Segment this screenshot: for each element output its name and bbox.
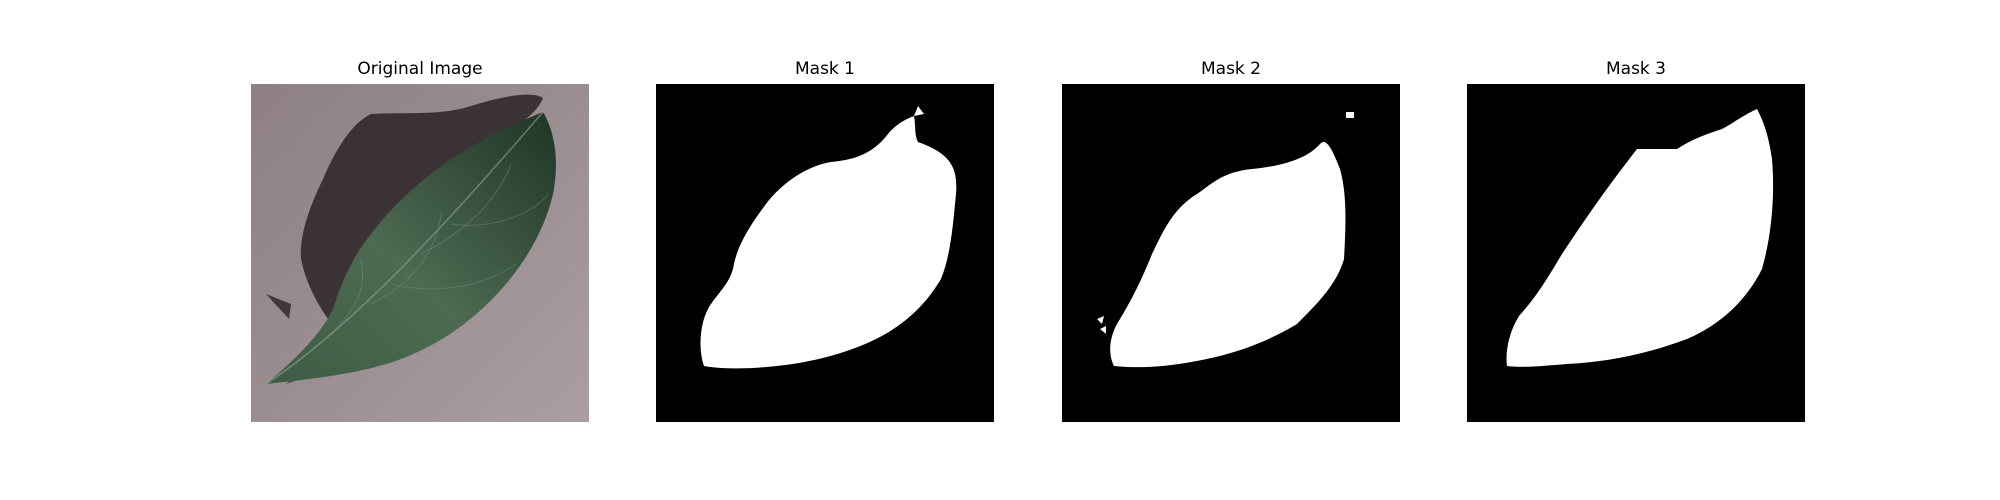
mask-2-panel <box>1062 84 1400 422</box>
mask-1-image <box>656 84 994 422</box>
mask-1-panel <box>656 84 994 422</box>
panel-title-mask-2: Mask 2 <box>1062 58 1400 80</box>
mask-3-panel <box>1467 84 1805 422</box>
original-leaf-photo <box>251 84 589 422</box>
panel-title-mask-3: Mask 3 <box>1467 58 1805 80</box>
mask-2-image <box>1062 84 1400 422</box>
panel-title-mask-1: Mask 1 <box>656 58 994 80</box>
original-image-panel <box>251 84 589 422</box>
panel-title-original-image: Original Image <box>251 58 589 80</box>
mask-3-image <box>1467 84 1805 422</box>
